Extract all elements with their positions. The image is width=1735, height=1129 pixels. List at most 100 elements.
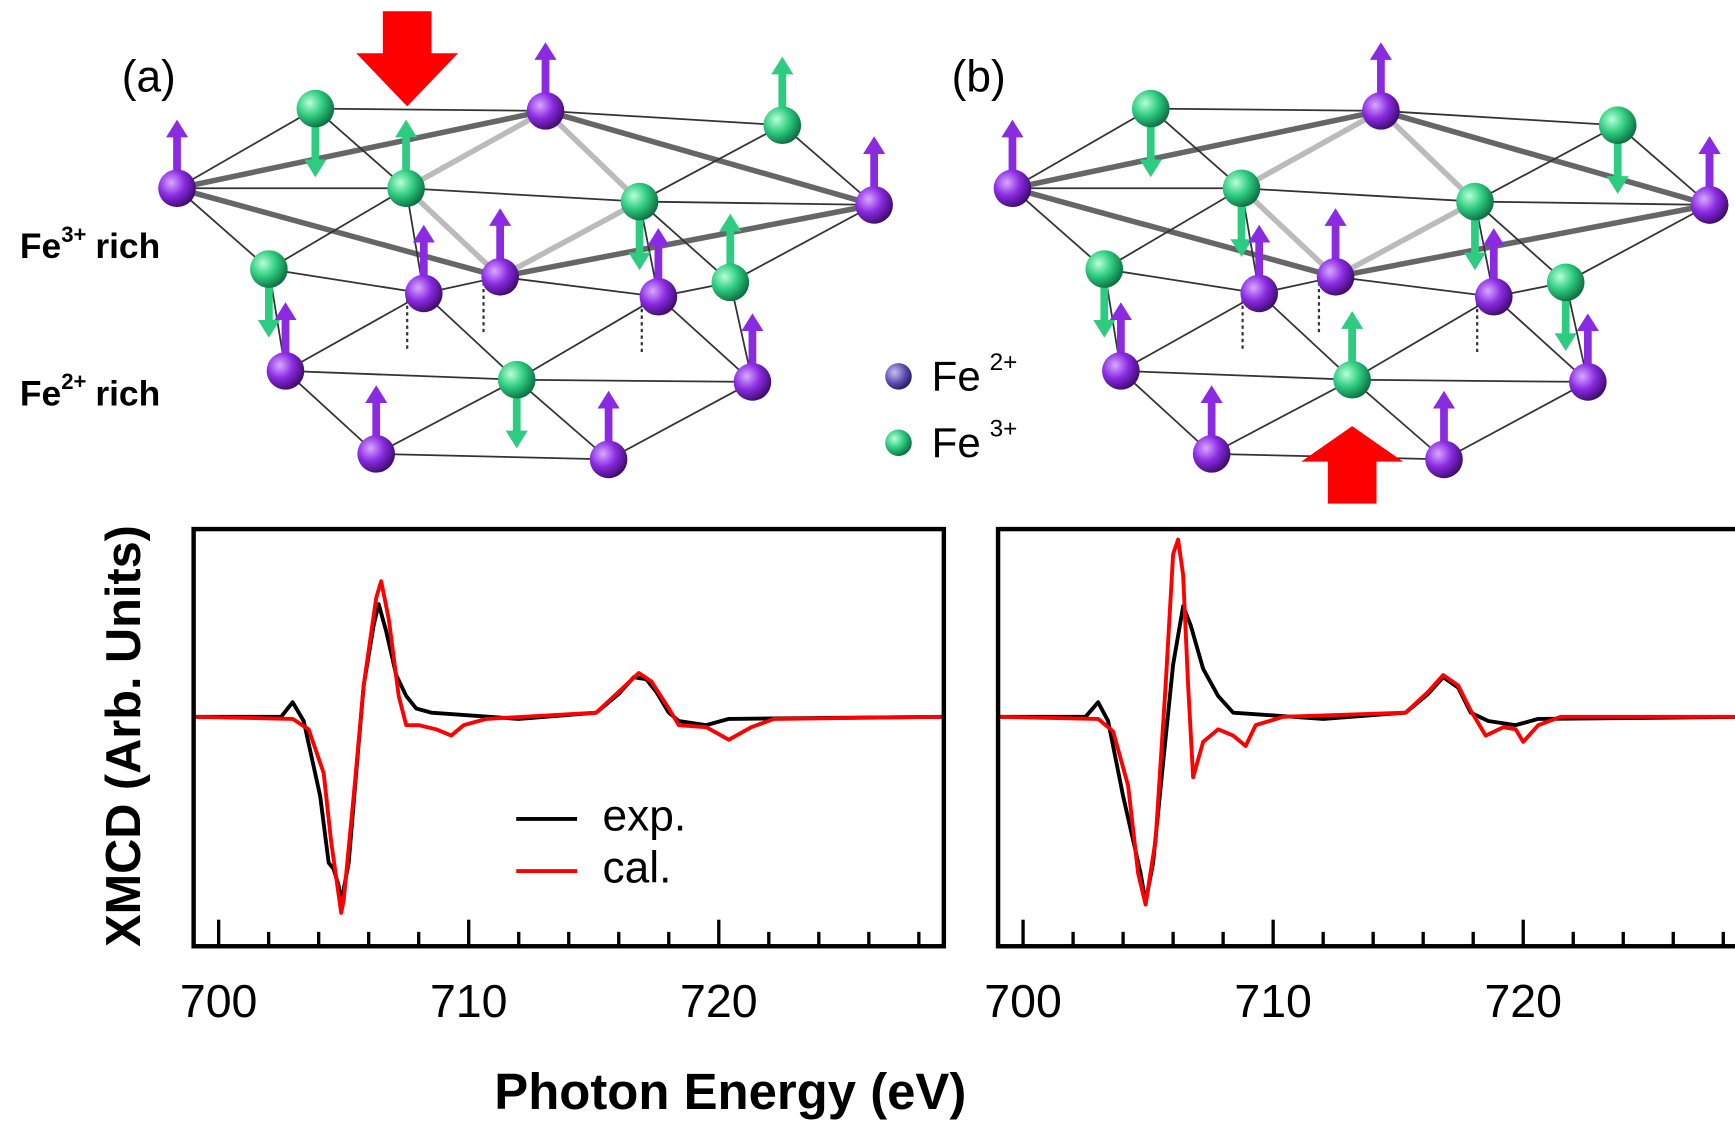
ion: Fe — [20, 374, 61, 414]
spin-head — [1463, 252, 1487, 271]
bond — [1380, 109, 1618, 127]
layer-word: rich — [95, 226, 160, 266]
atom — [1222, 169, 1261, 208]
spin-head — [771, 56, 794, 75]
bond — [545, 109, 783, 127]
plot-frame — [995, 526, 1735, 949]
bond — [1443, 381, 1589, 461]
spin-head — [1698, 136, 1721, 154]
atom — [1333, 360, 1371, 399]
atom — [250, 250, 288, 288]
ion: Fe — [20, 226, 61, 266]
bond — [1565, 204, 1710, 284]
atom — [1456, 182, 1494, 221]
x-tick-label: 710 — [1234, 975, 1312, 1027]
bond — [315, 107, 546, 112]
bond — [268, 268, 424, 295]
spin-head — [1001, 119, 1024, 138]
spin-head — [1139, 159, 1162, 178]
atom — [296, 89, 335, 128]
atom — [497, 360, 536, 399]
bond — [639, 200, 875, 206]
x-tick-label: 700 — [180, 975, 258, 1027]
bond — [781, 124, 875, 206]
bond — [1474, 200, 1567, 284]
spin-head — [1606, 176, 1629, 194]
x-tick-label: 720 — [1484, 975, 1562, 1027]
bond — [1351, 295, 1495, 381]
bond — [1258, 292, 1353, 381]
bond — [543, 108, 642, 204]
spin-head — [489, 208, 512, 226]
x-tick-label: 710 — [430, 975, 508, 1027]
ion-legend-marker — [885, 363, 912, 390]
bond — [499, 202, 875, 280]
bond — [729, 204, 875, 284]
data-line — [193, 602, 944, 905]
ion: Fe — [932, 353, 981, 400]
atom — [855, 186, 893, 224]
ion-legend-label: Fe 3+ — [932, 416, 1018, 466]
bond — [1474, 124, 1619, 203]
bond — [1011, 187, 1105, 270]
atom — [711, 263, 750, 302]
bond — [1493, 296, 1589, 383]
spin-head — [1482, 228, 1505, 246]
layer-label: Fe3+ rich — [20, 222, 160, 267]
atom — [993, 169, 1032, 208]
legend-label: exp. — [603, 792, 687, 841]
bond — [1150, 107, 1381, 112]
ion-legend-marker — [885, 429, 912, 457]
ion-legend-label: Fe 2+ — [932, 350, 1018, 400]
atom — [1474, 277, 1513, 316]
layer-label: Fe2+ rich — [20, 369, 160, 414]
atom — [1192, 435, 1231, 473]
bond — [1378, 108, 1477, 204]
plot-area — [193, 579, 944, 915]
data-line — [193, 579, 944, 915]
bond — [376, 452, 609, 461]
bond — [1211, 378, 1353, 455]
bond — [1011, 185, 1337, 280]
atom — [1690, 186, 1729, 224]
atom — [589, 440, 628, 479]
atom — [1546, 263, 1585, 302]
bond — [406, 187, 640, 203]
atom — [158, 169, 196, 208]
bond — [1120, 369, 1353, 381]
y-axis-label: XMCD (Arb. Units) — [97, 525, 151, 947]
atom — [763, 106, 802, 145]
atom — [1362, 92, 1400, 130]
bond — [500, 275, 659, 298]
spin-head — [1093, 319, 1116, 338]
bond — [639, 124, 783, 203]
bond — [544, 108, 875, 208]
bond — [638, 200, 731, 284]
bond — [314, 107, 407, 189]
bond — [1120, 370, 1213, 455]
bond — [1380, 108, 1711, 208]
bond — [1120, 292, 1260, 372]
atom — [620, 182, 659, 221]
atom — [404, 274, 443, 313]
bond — [1241, 187, 1476, 203]
spin-head — [1432, 390, 1456, 409]
spin-head — [412, 224, 435, 243]
bond — [285, 369, 517, 381]
bond — [176, 187, 270, 270]
bond — [1150, 107, 1243, 189]
bond — [1240, 108, 1383, 191]
charge: 3+ — [990, 416, 1018, 443]
spin-head — [628, 252, 651, 271]
bond — [285, 292, 425, 372]
bond — [284, 370, 377, 455]
charge: 2+ — [61, 369, 86, 394]
charge: 3+ — [61, 222, 86, 247]
chart: 700 710 720 — [984, 526, 1735, 1027]
spin-head — [597, 390, 620, 409]
atom — [357, 435, 396, 473]
spin-head — [1324, 208, 1347, 226]
spin-head — [274, 302, 297, 320]
atom — [1102, 352, 1140, 390]
atom — [1598, 106, 1637, 145]
